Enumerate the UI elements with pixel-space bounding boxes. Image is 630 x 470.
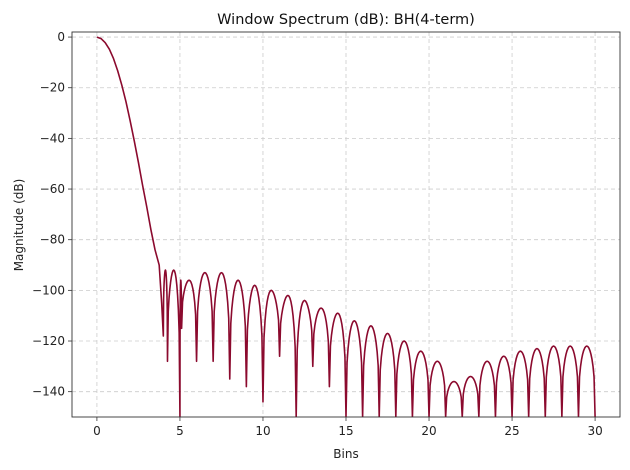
x-axis-label: Bins [333,447,358,461]
spectrum-line [96,36,596,417]
x-tick-label: 25 [504,424,519,438]
y-tick-label: −60 [40,182,65,196]
x-tick-label: 20 [421,424,436,438]
x-tick-label: 0 [93,424,101,438]
grid [72,32,620,417]
series-layer [96,36,596,417]
ticks: 0 5 10 15 20 25 30 0 −20 −40 −60 −80 −100 −120 −140 [32,30,603,438]
chart-title: Window Spectrum (dB): BH(4-term) [217,12,475,28]
x-tick-label: 15 [338,424,353,438]
y-tick-label: −20 [40,81,65,95]
x-tick-label: 10 [255,424,270,438]
y-tick-label: −40 [40,131,65,145]
y-axis-label: Magnitude (dB) [12,179,26,272]
y-tick-label: −100 [32,283,65,297]
x-tick-label: 5 [176,424,184,438]
y-tick-label: −80 [40,233,65,247]
y-tick-label: 0 [57,30,65,44]
y-tick-label: −120 [32,334,65,348]
y-tick-label: −140 [32,385,65,399]
x-tick-label: 30 [587,424,602,438]
